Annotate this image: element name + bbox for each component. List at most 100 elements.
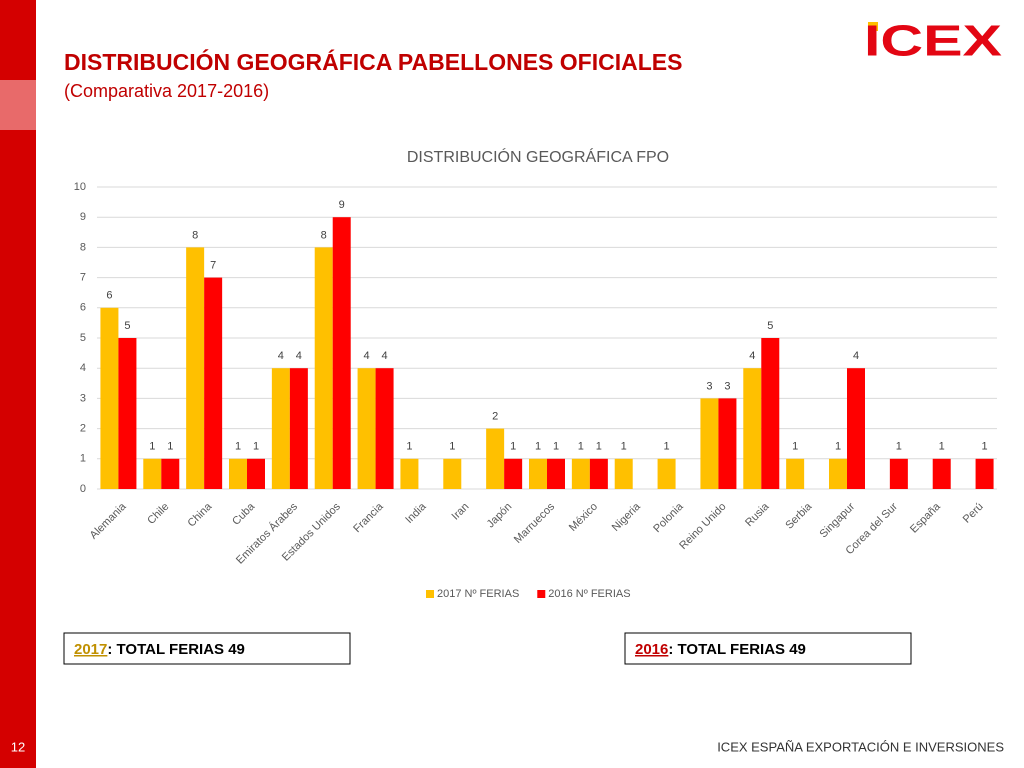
x-tick-label: Iran xyxy=(450,501,472,523)
y-tick-label: 3 xyxy=(80,392,86,404)
data-label: 4 xyxy=(364,350,370,362)
data-label: 5 xyxy=(124,320,130,332)
data-label: 4 xyxy=(382,350,388,362)
bar xyxy=(443,458,462,489)
data-label: 4 xyxy=(278,350,284,362)
data-label: 1 xyxy=(664,441,670,453)
y-tick-label: 9 xyxy=(80,211,86,223)
bar xyxy=(718,398,737,489)
y-tick-label: 2 xyxy=(80,423,86,435)
total-year: 2017 xyxy=(74,641,107,658)
data-label: 3 xyxy=(724,380,730,392)
bar xyxy=(829,458,847,489)
data-label: 3 xyxy=(706,380,712,392)
bar xyxy=(614,458,633,489)
data-label: 7 xyxy=(210,260,216,272)
x-tick-label: Reino Unido xyxy=(677,501,728,552)
total-text: 2016: TOTAL FERIAS 49 xyxy=(635,641,806,658)
total-year: 2016 xyxy=(635,641,668,658)
data-label: 6 xyxy=(106,290,112,302)
legend-swatch xyxy=(426,590,434,598)
bar xyxy=(314,247,333,489)
data-label: 1 xyxy=(596,441,602,453)
data-label: 1 xyxy=(792,441,798,453)
logo-dot xyxy=(868,22,878,31)
data-label: 1 xyxy=(578,441,584,453)
data-label: 1 xyxy=(835,441,841,453)
x-tick-label: Singapur xyxy=(818,500,858,540)
x-tick-label: Alemania xyxy=(88,500,130,542)
bar xyxy=(786,458,805,489)
y-tick-label: 5 xyxy=(80,332,86,344)
data-label: 5 xyxy=(767,320,773,332)
y-tick-label: 1 xyxy=(80,453,86,465)
side-bar-highlight xyxy=(0,80,36,130)
data-label: 1 xyxy=(449,441,455,453)
bar xyxy=(589,458,608,489)
y-tick-label: 10 xyxy=(74,181,86,193)
total-text: 2017: TOTAL FERIAS 49 xyxy=(74,641,245,658)
bar xyxy=(186,247,205,489)
bar xyxy=(143,458,162,489)
data-label: 1 xyxy=(167,441,173,453)
x-tick-label: Nigeria xyxy=(610,500,644,534)
data-label: 1 xyxy=(510,441,516,453)
legend-label: 2017 Nº FERIAS xyxy=(437,588,519,600)
bar xyxy=(571,458,590,489)
data-label: 1 xyxy=(896,441,902,453)
data-label: 4 xyxy=(853,350,859,362)
bar xyxy=(529,458,547,489)
bar xyxy=(700,398,719,489)
bar xyxy=(504,458,523,489)
x-tick-label: Serbia xyxy=(783,500,815,532)
data-label: 1 xyxy=(982,441,988,453)
data-label: 8 xyxy=(321,229,327,241)
page-number: 12 xyxy=(11,739,25,754)
data-label: 1 xyxy=(253,441,259,453)
x-tick-label: Perú xyxy=(961,501,986,526)
bar xyxy=(229,458,247,489)
total-label: : TOTAL FERIAS 49 xyxy=(668,641,806,658)
data-label: 2 xyxy=(492,411,498,423)
data-label: 1 xyxy=(621,441,627,453)
chart-title: DISTRIBUCIÓN GEOGRÁFICA FPO xyxy=(407,147,669,166)
y-tick-label: 0 xyxy=(80,483,86,495)
bar xyxy=(118,338,137,489)
y-tick-label: 4 xyxy=(80,362,86,374)
bar xyxy=(271,368,290,489)
bar xyxy=(847,368,865,489)
x-tick-label: Rusia xyxy=(743,500,772,529)
bar xyxy=(547,458,565,489)
x-tick-label: Japón xyxy=(485,501,515,531)
data-label: 1 xyxy=(535,441,541,453)
data-label: 1 xyxy=(235,441,241,453)
data-label: 1 xyxy=(149,441,155,453)
data-label: 1 xyxy=(406,441,412,453)
y-tick-label: 7 xyxy=(80,272,86,284)
x-tick-label: Marruecos xyxy=(512,500,558,546)
data-label: 9 xyxy=(339,199,345,211)
bar xyxy=(486,428,505,489)
bar xyxy=(657,458,676,489)
bar xyxy=(204,277,223,489)
legend-swatch xyxy=(537,590,546,598)
footer: ICEX ESPAÑA EXPORTACIÓN E INVERSIONES xyxy=(717,739,1004,754)
x-tick-label: Cuba xyxy=(230,500,258,528)
bar xyxy=(889,458,908,489)
x-tick-label: India xyxy=(403,500,429,526)
bar xyxy=(332,217,351,489)
bar xyxy=(247,458,265,489)
bar xyxy=(375,368,394,489)
x-tick-label: China xyxy=(186,500,215,529)
y-tick-label: 8 xyxy=(80,241,86,253)
y-tick-label: 6 xyxy=(80,302,86,314)
logo: ICEX xyxy=(864,17,1002,66)
data-label: 4 xyxy=(749,350,755,362)
slide-subtitle: (Comparativa 2017-2016) xyxy=(64,81,269,101)
bar xyxy=(100,307,119,489)
x-tick-label: Francia xyxy=(351,500,386,535)
bar xyxy=(975,458,994,489)
x-tick-label: México xyxy=(567,501,600,534)
